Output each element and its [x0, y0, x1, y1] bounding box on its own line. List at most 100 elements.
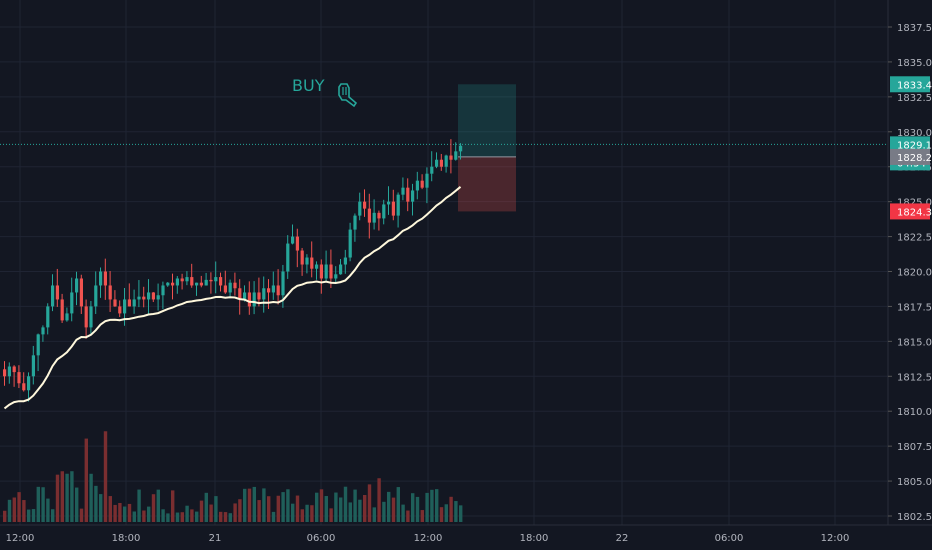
volume-bar [435, 489, 439, 522]
candle-body [358, 201, 362, 216]
volume-bar [175, 512, 180, 522]
volume-bar [171, 490, 175, 522]
last-price-label [890, 136, 930, 153]
volume-bar [291, 503, 295, 522]
candle-body [363, 201, 367, 209]
volume-bar [233, 503, 237, 522]
volume-bar [166, 513, 170, 522]
volume-bar [257, 500, 261, 522]
volume-bar [41, 487, 45, 522]
candle-body [334, 274, 338, 279]
candle-body [94, 285, 98, 307]
volume-bar [334, 492, 338, 522]
volume-bar [391, 497, 396, 522]
candle-body [238, 288, 242, 300]
stop-price-label [890, 203, 930, 220]
volume-bar [156, 489, 160, 522]
candle-body [310, 257, 314, 269]
candle-body [31, 355, 35, 377]
volume-bar [305, 504, 309, 522]
volume-bar [459, 505, 463, 522]
candle-body [171, 282, 175, 286]
price-tick-label: 1815.0 [897, 337, 932, 348]
volume-bar [425, 492, 429, 522]
volume-bar [161, 509, 165, 522]
candle-body [257, 292, 261, 300]
candle-body [454, 151, 458, 160]
candle-body [276, 285, 280, 296]
price-tick-label: 1835.0 [897, 58, 932, 69]
volume-bar [411, 493, 415, 522]
take-profit-zone[interactable] [458, 84, 516, 157]
candle-body [180, 278, 184, 282]
price-tick-label: 1802.5 [897, 512, 932, 523]
candle-body [127, 299, 131, 307]
volume-bar [276, 495, 280, 522]
volume-bar [31, 509, 36, 522]
volume-bar [387, 491, 391, 522]
price-tick-label: 1810.0 [897, 407, 932, 418]
volume-bar [382, 501, 386, 522]
volume-bar [223, 512, 228, 522]
candle-body [190, 277, 194, 286]
candle-body [324, 264, 328, 279]
volume-bar [319, 489, 324, 522]
candle-body [391, 201, 395, 216]
volume-bar [238, 499, 242, 522]
time-tick-label: 22 [616, 533, 629, 544]
volume-bar [60, 471, 64, 522]
volume-bar [271, 511, 276, 522]
price-tick-label: 1805.0 [897, 477, 932, 488]
volume-bar [415, 496, 420, 522]
candle-body [243, 292, 247, 300]
candle-body [27, 376, 31, 391]
buy-label: BUY [292, 76, 325, 95]
volume-bar [300, 509, 304, 522]
volume-bar [214, 496, 218, 522]
time-tick-label: 18:00 [112, 533, 141, 544]
candle-body [449, 155, 453, 160]
candle-body [103, 271, 107, 286]
candle-body [406, 187, 410, 202]
volume-bar [55, 474, 60, 522]
candle-body [305, 257, 309, 265]
volume-bar [209, 504, 213, 522]
candle-body [12, 366, 16, 373]
candle-body [166, 282, 170, 286]
candle-body [46, 306, 50, 328]
volume-bar [439, 507, 444, 522]
volume-bar [147, 506, 151, 522]
volume-bar [65, 473, 69, 522]
volume-bar [339, 497, 343, 522]
candle-body [252, 292, 256, 307]
price-tick-label: 1822.5 [897, 233, 932, 244]
buy-annotation[interactable]: BUY [292, 76, 358, 108]
price-axis[interactable]: 1802.5 1805.0 1807.5 1810.0 1812.5 1815.0 1817… [887, 0, 932, 525]
volume-bar [151, 494, 156, 522]
candle-body [175, 278, 179, 286]
price-tick-label: 1817.5 [897, 302, 932, 313]
candle-body [430, 166, 434, 174]
candle-body [75, 278, 79, 293]
price-tick-label: 1830.0 [897, 128, 932, 139]
volume-bar [204, 492, 208, 522]
volume-bar [199, 500, 204, 522]
stop-loss-zone[interactable] [458, 156, 516, 212]
last-price-label-text: 1829.1 [897, 140, 932, 151]
volume-bar [123, 506, 127, 522]
candle-body [353, 215, 357, 230]
time-tick-label: 21 [209, 533, 222, 544]
time-axis[interactable]: 12:00 18:00 21 06:00 12:00 18:00 22 06:00 12:00 [0, 524, 932, 544]
candle-body [295, 236, 299, 251]
volume-bar [243, 488, 247, 522]
volume-bar [185, 505, 189, 522]
volume-bar [252, 486, 256, 522]
candle-body [147, 292, 151, 300]
ma-path [3, 186, 462, 410]
volume-bar [324, 496, 328, 522]
volume-bar [27, 509, 31, 522]
candle-body [214, 277, 218, 282]
position-zones[interactable] [0, 84, 888, 212]
candle-body [219, 277, 223, 286]
